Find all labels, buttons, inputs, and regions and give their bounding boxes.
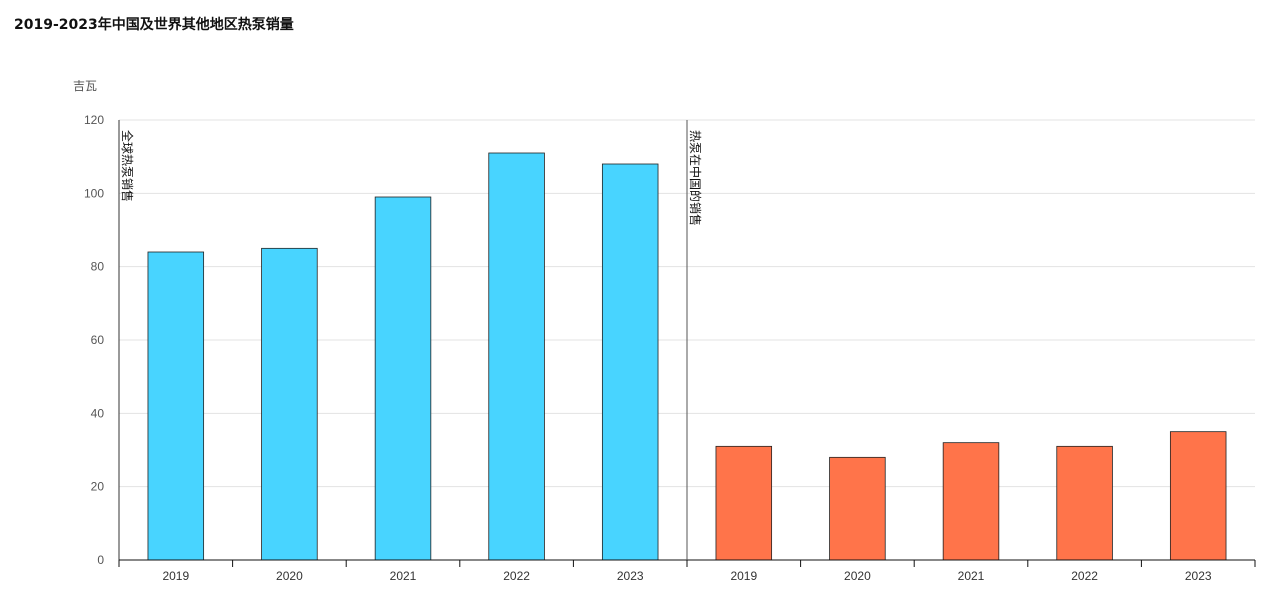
y-axis-unit: 吉瓦 xyxy=(73,79,97,93)
bar xyxy=(374,196,432,561)
panel-label: 全球热泵销售 xyxy=(120,130,135,202)
bar xyxy=(942,442,1000,561)
x-tick-label: 2022 xyxy=(503,569,530,583)
bar xyxy=(488,152,545,561)
chart-title: 2019-2023年中国及世界其他地区热泵销量 xyxy=(14,17,294,33)
y-tick-label: 20 xyxy=(91,480,105,494)
x-tick-label: 2023 xyxy=(1185,569,1212,583)
bar xyxy=(715,445,773,561)
x-tick-label: 2020 xyxy=(844,569,871,583)
x-tick-label: 2022 xyxy=(1071,569,1098,583)
bar xyxy=(829,456,886,561)
y-tick-label: 60 xyxy=(91,333,105,347)
y-tick-label: 100 xyxy=(84,186,104,200)
y-axis: 0 20 40 60 80 100 120 xyxy=(84,113,120,567)
panel-label: 热泵在中国的销售 xyxy=(688,130,703,226)
x-tick-label: 2019 xyxy=(162,569,189,583)
y-tick-label: 120 xyxy=(84,113,104,127)
x-tick-label: 2019 xyxy=(730,569,757,583)
bar xyxy=(1169,431,1227,561)
bars xyxy=(147,152,1227,561)
x-tick-label: 2020 xyxy=(276,569,303,583)
bar xyxy=(601,163,659,561)
bar xyxy=(1056,445,1113,561)
y-tick-label: 40 xyxy=(91,406,105,420)
panel-labels: 全球热泵销售 热泵在中国的销售 xyxy=(120,120,703,560)
x-tick-label: 2023 xyxy=(617,569,644,583)
bar xyxy=(261,247,318,561)
x-axis: 2019 2020 2021 2022 2023 2019 2020 2021 2022 2023 xyxy=(118,559,1256,583)
x-tick-label: 2021 xyxy=(390,569,417,583)
bar xyxy=(147,251,205,561)
y-tick-label: 0 xyxy=(97,553,104,567)
y-tick-label: 80 xyxy=(91,260,105,274)
x-tick-label: 2021 xyxy=(958,569,985,583)
